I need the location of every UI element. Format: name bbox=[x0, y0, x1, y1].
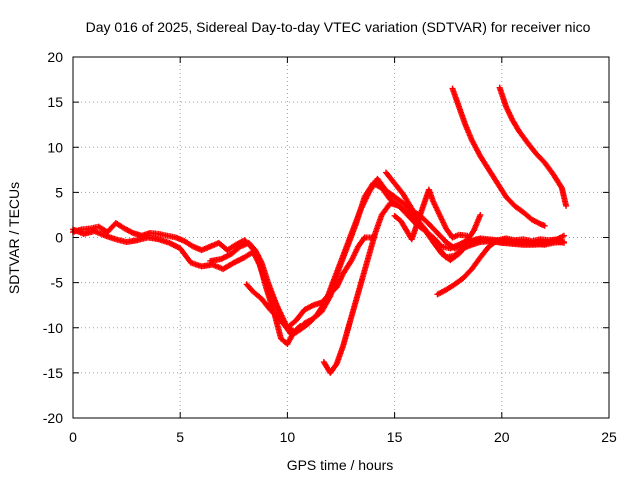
x-tick-label: 0 bbox=[69, 429, 77, 445]
data-point bbox=[477, 211, 484, 218]
data-layer bbox=[70, 84, 570, 376]
y-tick-label: 0 bbox=[55, 230, 63, 246]
y-axis-label: SDTVAR / TECUs bbox=[6, 182, 22, 294]
x-tick-label: 20 bbox=[494, 429, 510, 445]
ticks: 0 5 10 15 20 25 -20 -15 -10 -5 0 5 10 15 20 bbox=[43, 49, 617, 445]
data-point bbox=[464, 232, 471, 239]
data-series-track-4 bbox=[243, 234, 377, 331]
y-tick-label: -20 bbox=[43, 410, 63, 426]
data-point bbox=[541, 222, 548, 229]
x-tick-label: 5 bbox=[176, 429, 184, 445]
x-tick-label: 10 bbox=[280, 429, 296, 445]
data-point bbox=[560, 239, 567, 246]
data-series-track-3 bbox=[207, 175, 567, 338]
data-point bbox=[493, 238, 500, 245]
y-tick-label: 15 bbox=[47, 94, 63, 110]
data-point bbox=[560, 232, 567, 239]
data-series-track-9 bbox=[496, 84, 570, 209]
y-tick-label: -5 bbox=[51, 275, 64, 291]
data-series-track-7 bbox=[434, 235, 567, 298]
x-tick-label: 25 bbox=[601, 429, 617, 445]
data-series-track-8 bbox=[449, 85, 548, 229]
y-tick-label: -15 bbox=[43, 365, 63, 381]
y-tick-label: 10 bbox=[47, 139, 63, 155]
data-series-track-10 bbox=[391, 186, 471, 243]
data-point bbox=[563, 202, 570, 209]
y-tick-label: 20 bbox=[47, 49, 63, 65]
y-tick-label: 5 bbox=[55, 184, 63, 200]
y-tick-label: -10 bbox=[43, 320, 63, 336]
x-tick-label: 15 bbox=[387, 429, 403, 445]
chart-title: Day 016 of 2025, Sidereal Day-to-day VTE… bbox=[86, 19, 591, 35]
x-axis-label: GPS time / hours bbox=[287, 457, 394, 473]
